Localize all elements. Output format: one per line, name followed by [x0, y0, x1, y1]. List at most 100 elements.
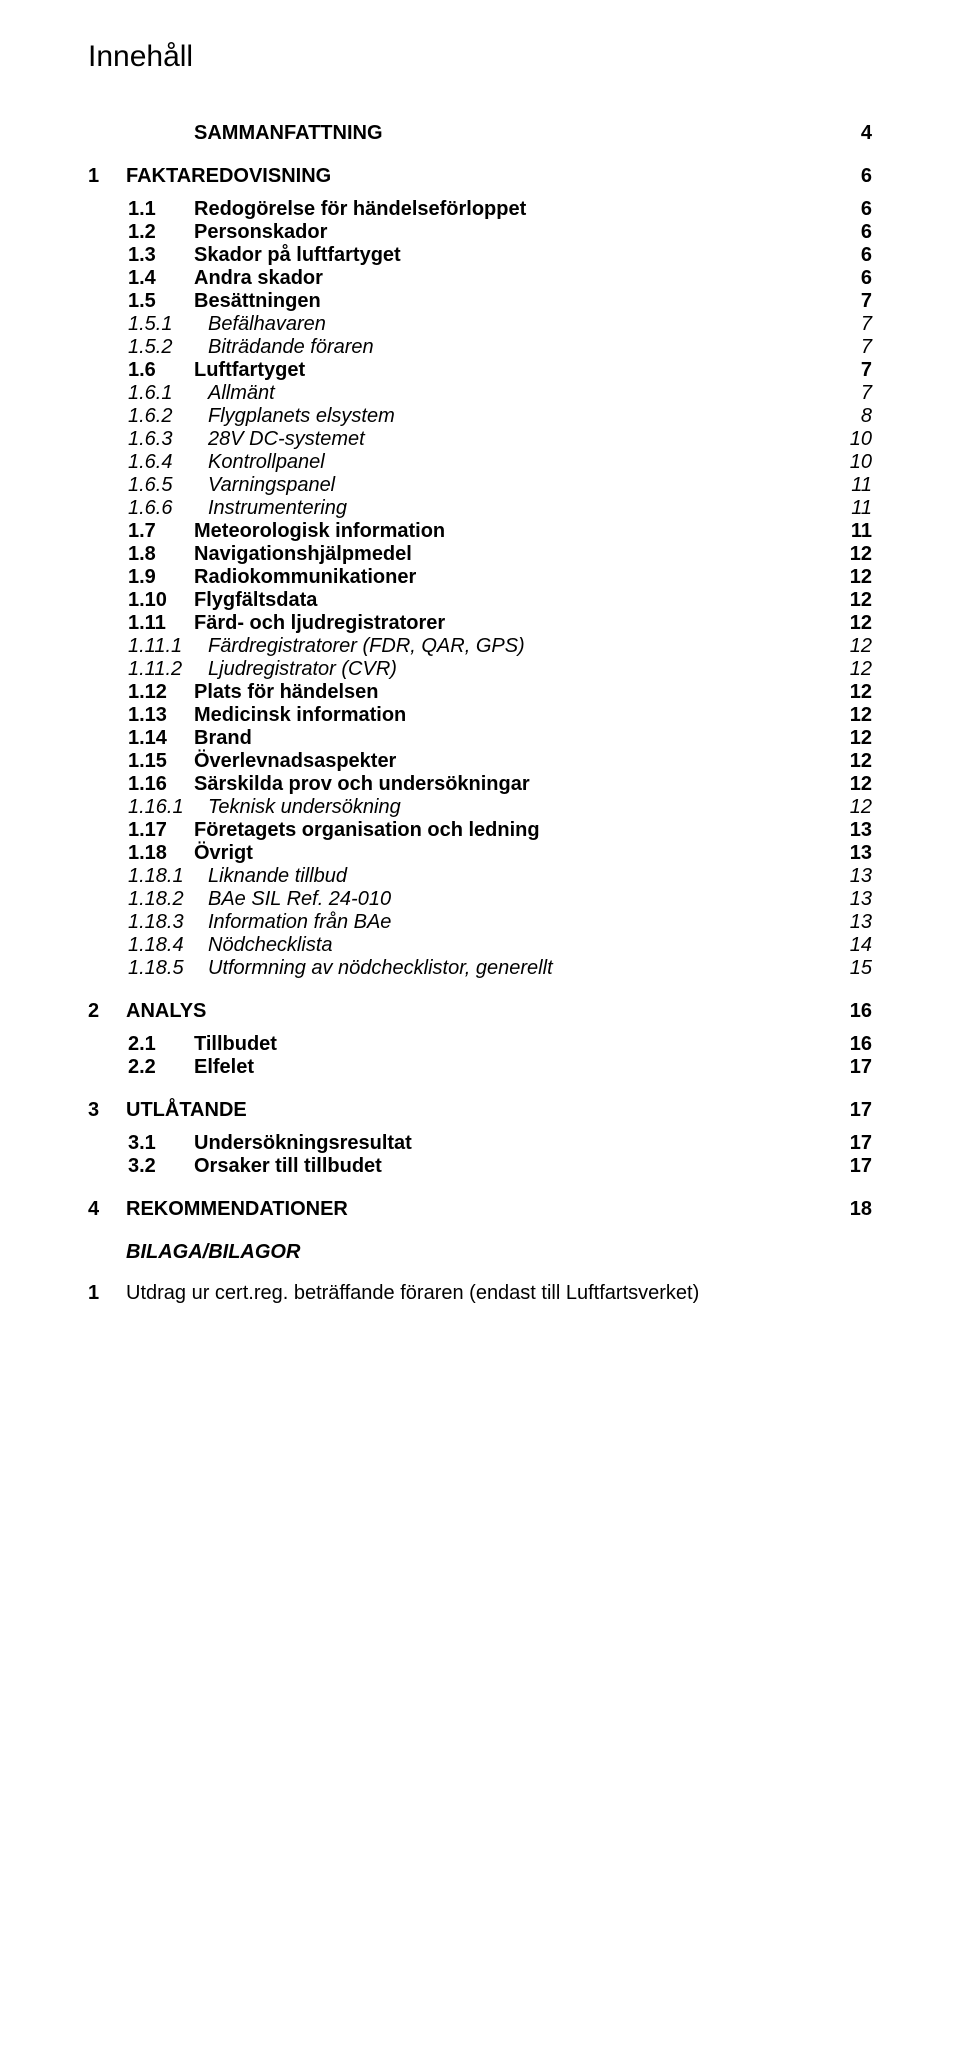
toc-page: 11 — [832, 520, 872, 543]
toc-label: Andra skador — [194, 267, 832, 290]
appendix-text: Utdrag ur cert.reg. beträffande föraren … — [126, 1282, 872, 1305]
toc-row: 1.6.4Kontrollpanel10 — [88, 451, 872, 474]
toc-gap — [88, 1221, 872, 1241]
toc-page: 6 — [832, 267, 872, 290]
toc-number: 1.18 — [128, 842, 194, 865]
toc-label: Företagets organisation och ledning — [194, 819, 832, 842]
toc-number: 1.16.1 — [128, 796, 208, 819]
toc-label: Plats för händelsen — [194, 681, 832, 704]
toc-page: 8 — [832, 405, 872, 428]
toc-label: Skador på luftfartyget — [194, 244, 832, 267]
toc-page: 16 — [832, 1033, 872, 1056]
toc-number: 4 — [88, 1198, 126, 1221]
toc-number: 1.3 — [128, 244, 194, 267]
appendix-number: 1 — [88, 1282, 126, 1305]
toc-row: 1.5.1Befälhavaren7 — [88, 313, 872, 336]
toc-label: Besättningen — [194, 290, 832, 313]
toc-page: 17 — [832, 1099, 872, 1122]
toc-page: 12 — [832, 635, 872, 658]
toc-row: 2.2Elfelet17 — [88, 1056, 872, 1079]
toc-number: 1.15 — [128, 750, 194, 773]
toc-number: 1.10 — [128, 589, 194, 612]
toc-number: 1 — [88, 165, 126, 188]
toc-row: 1.12Plats för händelsen12 — [88, 681, 872, 704]
toc-number: 1.1 — [128, 198, 194, 221]
toc-label: UTLÅTANDE — [126, 1099, 832, 1122]
toc-page: 6 — [832, 198, 872, 221]
toc-label: Personskador — [194, 221, 832, 244]
toc-page: 17 — [832, 1132, 872, 1155]
toc-page: 12 — [832, 589, 872, 612]
toc-label: REKOMMENDATIONER — [126, 1198, 832, 1221]
toc-row: 4REKOMMENDATIONER18 — [88, 1198, 872, 1221]
toc-page: 12 — [832, 727, 872, 750]
toc-number: 1.18.1 — [128, 865, 208, 888]
toc-number: 1.8 — [128, 543, 194, 566]
toc-row: 1.13Medicinsk information12 — [88, 704, 872, 727]
toc-number: 1.18.2 — [128, 888, 208, 911]
toc-label: Särskilda prov och undersökningar — [194, 773, 832, 796]
toc-page: 12 — [832, 681, 872, 704]
toc-label: Elfelet — [194, 1056, 832, 1079]
toc-number: 1.11.1 — [128, 635, 208, 658]
toc-label: Varningspanel — [208, 474, 832, 497]
toc-label: Nödchecklista — [208, 934, 832, 957]
toc-label: Teknisk undersökning — [208, 796, 832, 819]
toc-row: 1.10Flygfältsdata12 — [88, 589, 872, 612]
toc-row: 2ANALYS16 — [88, 1000, 872, 1023]
toc-row: 1.18.5Utformning av nödchecklistor, gene… — [88, 957, 872, 980]
toc-page: 16 — [832, 1000, 872, 1023]
toc-row: 1.18.1Liknande tillbud13 — [88, 865, 872, 888]
toc-label: Utformning av nödchecklistor, generellt — [208, 957, 832, 980]
toc-label: Tillbudet — [194, 1033, 832, 1056]
toc-number: 1.6.5 — [128, 474, 208, 497]
toc-row: 1.4Andra skador6 — [88, 267, 872, 290]
toc-row: 1.6.1Allmänt7 — [88, 382, 872, 405]
toc-row: 1.18.4Nödchecklista14 — [88, 934, 872, 957]
toc-row: 1.14Brand12 — [88, 727, 872, 750]
toc-page: 6 — [832, 221, 872, 244]
toc-gap — [88, 1023, 872, 1033]
toc-number: 1.6.1 — [128, 382, 208, 405]
toc-row: 1.15Överlevnadsaspekter12 — [88, 750, 872, 773]
toc-number: 1.11.2 — [128, 658, 208, 681]
toc-page: 12 — [832, 773, 872, 796]
toc-page: 12 — [832, 566, 872, 589]
toc-label: Allmänt — [208, 382, 832, 405]
toc-number: 1.5 — [128, 290, 194, 313]
toc-page: 12 — [832, 750, 872, 773]
toc-page: 13 — [832, 865, 872, 888]
toc-page: 17 — [832, 1056, 872, 1079]
toc-number: 1.16 — [128, 773, 194, 796]
toc-page: 10 — [832, 428, 872, 451]
toc-number: 1.5.1 — [128, 313, 208, 336]
toc-number: 1.18.5 — [128, 957, 208, 980]
toc-label: Övrigt — [194, 842, 832, 865]
toc-gap — [88, 1178, 872, 1198]
toc-row: 3.2Orsaker till tillbudet17 — [88, 1155, 872, 1178]
toc-gap — [88, 188, 872, 198]
toc-row: 1.11.2Ljudregistrator (CVR)12 — [88, 658, 872, 681]
toc-page: 7 — [832, 336, 872, 359]
toc-row: 2.1Tillbudet16 — [88, 1033, 872, 1056]
toc-number: 2.1 — [128, 1033, 194, 1056]
page: Innehåll SAMMANFATTNING41FAKTAREDOVISNIN… — [0, 0, 960, 1365]
toc-row: 1.8Navigationshjälpmedel12 — [88, 543, 872, 566]
toc-row: 1.6.5Varningspanel11 — [88, 474, 872, 497]
toc-label: Flygfältsdata — [194, 589, 832, 612]
toc-gap — [88, 102, 872, 122]
toc-number: 1.13 — [128, 704, 194, 727]
toc-page: 10 — [832, 451, 872, 474]
toc-page: 17 — [832, 1155, 872, 1178]
toc-number: 2 — [88, 1000, 126, 1023]
toc-page: 11 — [832, 497, 872, 520]
toc-number: 1.6.3 — [128, 428, 208, 451]
toc-number: 1.7 — [128, 520, 194, 543]
toc-number: 1.4 — [128, 267, 194, 290]
toc-number: 1.18.3 — [128, 911, 208, 934]
toc-label: Överlevnadsaspekter — [194, 750, 832, 773]
toc-page: 11 — [832, 474, 872, 497]
toc-number: 1.17 — [128, 819, 194, 842]
toc-label: BILAGA/BILAGOR — [126, 1241, 832, 1264]
toc-label: Redogörelse för händelseförloppet — [194, 198, 832, 221]
